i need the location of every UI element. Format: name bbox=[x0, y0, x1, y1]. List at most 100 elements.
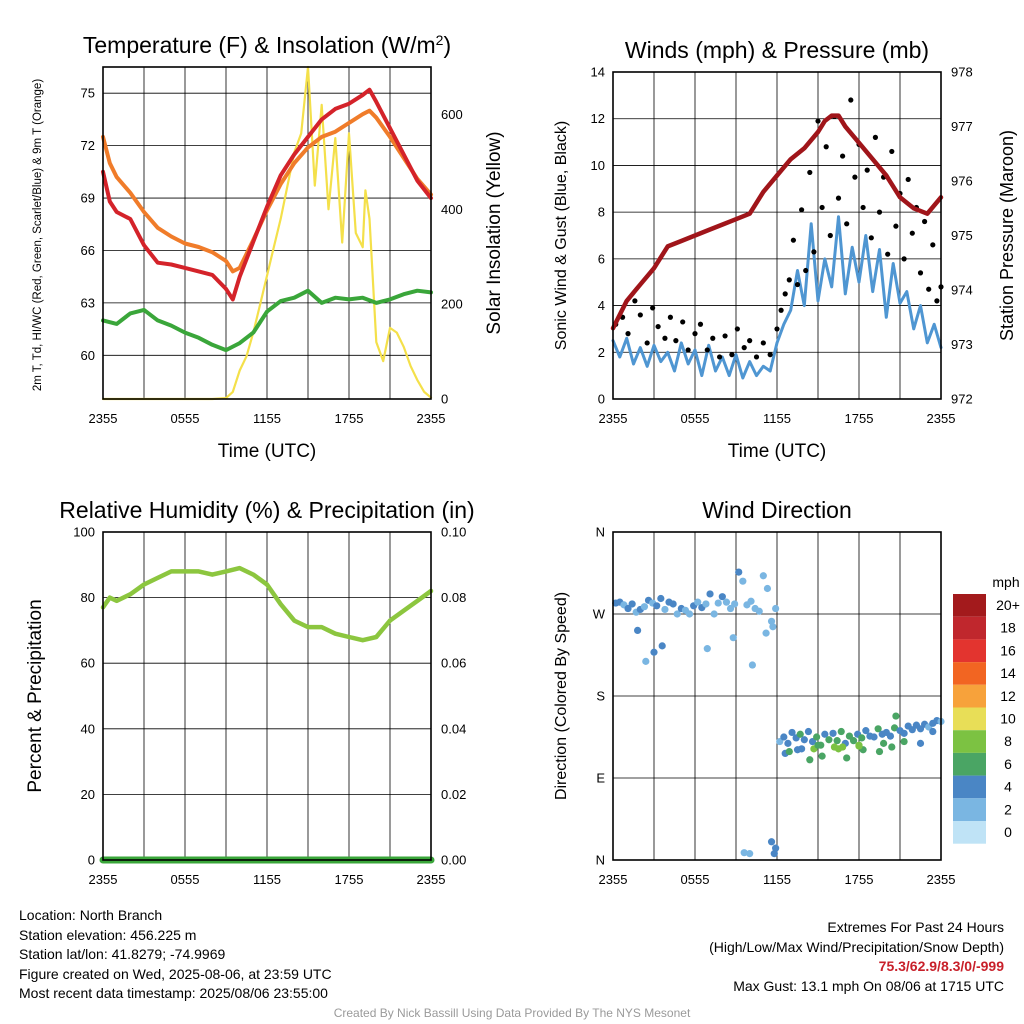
data-point bbox=[786, 277, 792, 283]
legend-label: 4 bbox=[1004, 779, 1012, 795]
legend-label: 0 bbox=[1004, 824, 1012, 840]
x-axis-label: Time (UTC) bbox=[218, 441, 317, 462]
data-point bbox=[807, 169, 813, 176]
data-point bbox=[794, 281, 801, 288]
legend-swatch bbox=[953, 707, 986, 731]
y2-tick-label: 976 bbox=[951, 174, 973, 189]
legend-swatch bbox=[953, 662, 986, 685]
data-point bbox=[811, 249, 817, 255]
y-tick-label: 4 bbox=[598, 298, 605, 313]
data-point bbox=[767, 352, 773, 358]
y-tick-label: 6 bbox=[598, 251, 605, 266]
chart-title: Winds (mph) & Pressure (mb) bbox=[625, 37, 929, 63]
y2-tick-label: 0.08 bbox=[441, 590, 466, 605]
data-point bbox=[827, 232, 833, 239]
data-point bbox=[673, 338, 679, 344]
data-point bbox=[748, 661, 757, 669]
data-point bbox=[813, 733, 821, 741]
data-point bbox=[718, 593, 726, 601]
data-point bbox=[760, 340, 766, 346]
data-point bbox=[657, 594, 665, 603]
data-point bbox=[767, 838, 776, 846]
data-point bbox=[729, 352, 735, 358]
data-point bbox=[628, 600, 636, 608]
x-tick-label: 2355 bbox=[417, 411, 446, 426]
data-point bbox=[900, 729, 908, 737]
data-point bbox=[833, 737, 841, 745]
y2-tick-label: 0 bbox=[441, 392, 448, 407]
y-tick-label: 66 bbox=[81, 243, 95, 258]
data-point bbox=[767, 617, 776, 625]
series-line bbox=[101, 87, 433, 302]
data-point bbox=[704, 347, 710, 353]
elevation-text: Station elevation: 456.225 m bbox=[19, 926, 197, 943]
humidity-panel: 0 20 40 60 80 100 0.00 0.02 0.04 0.06 0.08 0.10 2355… bbox=[25, 497, 475, 887]
data-point bbox=[680, 319, 686, 325]
y-tick-label: 2 bbox=[598, 345, 605, 360]
data-point bbox=[900, 737, 908, 746]
data-point bbox=[868, 235, 874, 241]
y-tick-label: 69 bbox=[81, 191, 95, 206]
x-tick-label: 1755 bbox=[845, 411, 874, 426]
data-point bbox=[731, 600, 739, 608]
data-point bbox=[759, 572, 767, 580]
y2-tick-label: 0.04 bbox=[441, 721, 466, 736]
data-point bbox=[697, 321, 704, 327]
y-tick-label: N bbox=[596, 853, 605, 868]
data-point bbox=[874, 725, 882, 733]
data-point bbox=[780, 733, 788, 741]
data-point bbox=[644, 340, 650, 346]
series-line bbox=[611, 215, 943, 380]
data-point bbox=[806, 756, 814, 764]
legend-label: 8 bbox=[1004, 733, 1012, 749]
data-point bbox=[901, 256, 907, 262]
x-tick-label: 2355 bbox=[417, 872, 446, 887]
y2-tick-label: 200 bbox=[441, 297, 463, 312]
data-point bbox=[625, 331, 631, 337]
x-tick-label: 1155 bbox=[763, 411, 791, 426]
x-axis-label: Time (UTC) bbox=[728, 441, 827, 462]
data-point bbox=[788, 728, 796, 737]
data-point bbox=[669, 600, 677, 608]
data-point bbox=[661, 605, 669, 614]
x-tick-label: 0555 bbox=[681, 872, 710, 887]
data-point bbox=[864, 167, 870, 173]
legend-label: 18 bbox=[1000, 620, 1016, 636]
y-tick-label: 60 bbox=[81, 656, 95, 671]
data-point bbox=[710, 610, 718, 618]
extremes-subtitle: (High/Low/Max Wind/Precipitation/Snow De… bbox=[709, 938, 1004, 955]
legend-label: 16 bbox=[1000, 642, 1016, 658]
data-point bbox=[667, 314, 674, 320]
data-point bbox=[917, 270, 924, 276]
data-point bbox=[637, 312, 643, 318]
plot-border bbox=[102, 66, 432, 400]
y-tick-label: 14 bbox=[591, 65, 605, 80]
data-point bbox=[706, 590, 714, 598]
data-point bbox=[692, 331, 698, 337]
data-point bbox=[892, 712, 900, 720]
station-info: Location: North Branch Station elevation… bbox=[19, 906, 332, 1004]
legend-label: 2 bbox=[1004, 801, 1012, 817]
winds-panel: 0 2 4 6 8 10 12 14 972 973 974 975 976 977 978 2355 0555… bbox=[553, 37, 1017, 462]
data-point bbox=[922, 218, 928, 225]
data-point bbox=[889, 148, 895, 155]
data-point bbox=[818, 752, 826, 760]
data-point bbox=[870, 733, 878, 741]
plot-border bbox=[612, 71, 942, 400]
data-point bbox=[653, 602, 661, 610]
data-point bbox=[778, 307, 784, 313]
data-point bbox=[710, 335, 716, 341]
y-tick-label: 0 bbox=[598, 392, 605, 407]
data-point bbox=[735, 568, 743, 576]
data-point bbox=[858, 734, 866, 742]
y-axis-label: Direction (Colored By Speed) bbox=[553, 592, 570, 800]
location-text: Location: North Branch bbox=[19, 907, 163, 923]
data-point bbox=[855, 742, 863, 750]
data-point bbox=[739, 577, 747, 585]
data-point bbox=[821, 730, 829, 738]
y2-tick-label: 400 bbox=[441, 202, 463, 217]
legend-swatch bbox=[953, 639, 986, 663]
series-line bbox=[100, 565, 434, 643]
y2-axis-label: Solar Insolation (Yellow) bbox=[484, 131, 505, 334]
